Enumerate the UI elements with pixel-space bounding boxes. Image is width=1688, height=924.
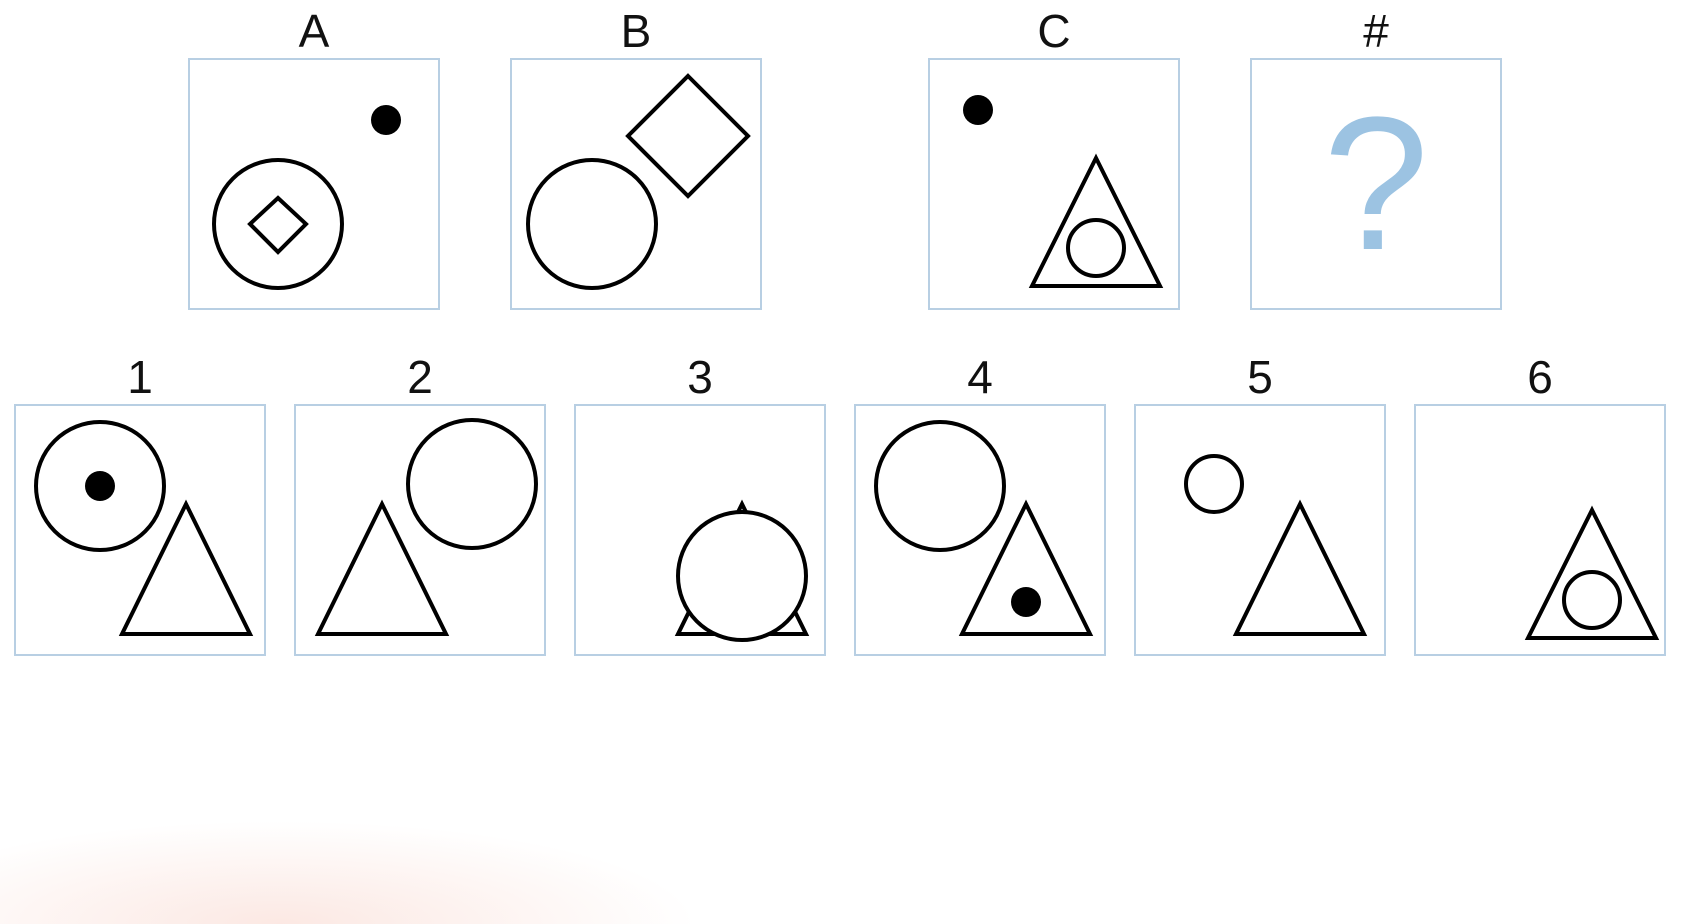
triangle [1232,499,1368,636]
label-option-6: 6 [1527,351,1553,403]
option-6-figure [1524,505,1660,640]
option-6[interactable] [1414,404,1666,656]
inner-circle [1562,570,1622,630]
large-diamond [625,73,751,199]
question-mark: ? [1323,78,1429,290]
triangle [118,499,254,636]
option-4-figure [874,420,1094,636]
triangle [314,499,450,636]
triangle [1524,505,1660,640]
triangle [1028,153,1164,288]
small-diamond [247,195,309,255]
panel-c[interactable] [928,58,1180,310]
black-dot [1011,587,1041,617]
large-circle [406,418,538,550]
option-4[interactable] [854,404,1106,656]
panel-c-figure [963,95,1164,288]
black-dot [963,95,993,125]
inner-circle [1066,218,1126,278]
panel-missing[interactable]: ? [1250,58,1502,310]
label-option-4: 4 [967,351,993,403]
triangle [958,499,1094,636]
label-option-1: 1 [127,351,153,403]
option-1[interactable] [14,404,266,656]
black-dot [371,105,401,135]
large-circle [34,420,166,552]
large-circle [526,158,658,290]
option-1-figure [34,420,254,636]
panel-b-figure [526,73,751,290]
background-glow [0,820,700,924]
label-c: C [1037,5,1071,57]
large-circle [874,420,1006,552]
panel-a[interactable] [188,58,440,310]
option-2[interactable] [294,404,546,656]
option-2-figure [314,418,538,636]
large-circle [676,510,808,642]
option-3[interactable] [574,404,826,656]
option-3-figure [674,499,810,642]
panel-a-figure [212,105,401,290]
option-5[interactable] [1134,404,1386,656]
label-option-5: 5 [1247,351,1273,403]
label-a: A [298,5,330,57]
outer-circle [212,158,344,290]
black-dot [85,471,115,501]
label-b: B [620,5,652,57]
panel-b[interactable] [510,58,762,310]
label-option-2: 2 [407,351,433,403]
small-circle [1184,454,1244,514]
label-missing: # [1363,5,1389,57]
label-option-3: 3 [687,351,713,403]
option-5-figure [1184,454,1368,636]
